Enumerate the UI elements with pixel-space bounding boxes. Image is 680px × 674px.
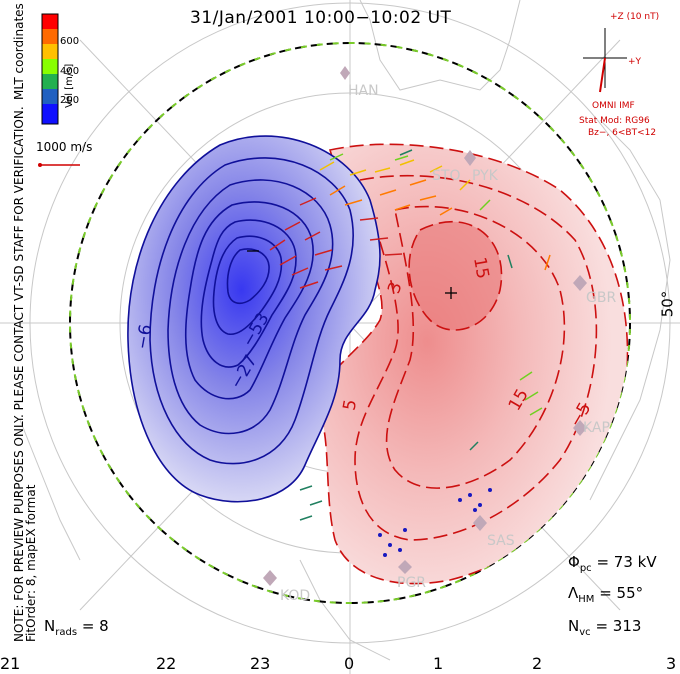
mlt-label-2: 2 bbox=[532, 654, 543, 673]
colorbar-tick-200: 200 bbox=[60, 95, 80, 106]
radar-count: Nrads = 8 bbox=[44, 617, 109, 638]
mlt-label-21: 21 bbox=[0, 654, 21, 673]
contour-label-15a: 15 bbox=[469, 255, 493, 281]
station-label-kap: KAP bbox=[583, 420, 610, 436]
imf-z-label: +Z (10 nT) bbox=[610, 12, 660, 22]
fit-order-note: FitOrder: 8, mapEX format bbox=[24, 484, 38, 642]
imf-y-label: +Y bbox=[628, 57, 642, 67]
scale-vector bbox=[38, 163, 80, 167]
mlt-label-23: 23 bbox=[250, 654, 271, 673]
station-label-gbr: GBR bbox=[586, 290, 617, 306]
cross-polar-potential: Φpc = 73 kV bbox=[568, 553, 657, 574]
contour-label-neg6: −6 bbox=[132, 322, 157, 352]
station-label-sto: STO bbox=[432, 168, 461, 184]
imf-condition-label: Bz−, 6<BT<12 bbox=[588, 128, 657, 138]
coordinate-system-label: MLT coordinates bbox=[12, 3, 26, 100]
station-label-sas: SAS bbox=[487, 533, 515, 549]
potential-extrema-markers bbox=[247, 250, 457, 299]
map-title: 31/Jan/2001 10:00−10:02 UT bbox=[190, 8, 452, 28]
station-label-han: HAN bbox=[348, 83, 379, 99]
hm-boundary-latitude: ΛHM = 55° bbox=[568, 584, 644, 605]
imf-clock-dial bbox=[583, 28, 627, 93]
mlt-label-0: 0 bbox=[344, 654, 355, 673]
mlt-label-1: 1 bbox=[433, 654, 444, 673]
stat-model-label: Stat Mod: RG96 bbox=[579, 116, 650, 126]
velocity-vectors bbox=[269, 149, 551, 557]
station-label-pyk: PYK bbox=[472, 168, 498, 184]
latitude-label: 50° bbox=[658, 290, 677, 318]
scale-vector-label: 1000 m/s bbox=[36, 140, 93, 154]
station-label-pgr: PGR bbox=[397, 575, 427, 591]
colorbar-tick-400: 400 bbox=[60, 66, 80, 77]
dawn-potential-cell bbox=[127, 135, 381, 503]
velocity-colorbar bbox=[41, 13, 59, 125]
mlt-label-3: 3 bbox=[666, 654, 677, 673]
imf-source-label: OMNI IMF bbox=[592, 101, 635, 111]
station-label-kod: KOD bbox=[280, 588, 311, 604]
colorbar-tick-600: 600 bbox=[60, 36, 80, 47]
mlt-label-22: 22 bbox=[156, 654, 177, 673]
station-markers bbox=[263, 66, 587, 586]
vector-count: Nvc = 313 bbox=[568, 617, 642, 638]
